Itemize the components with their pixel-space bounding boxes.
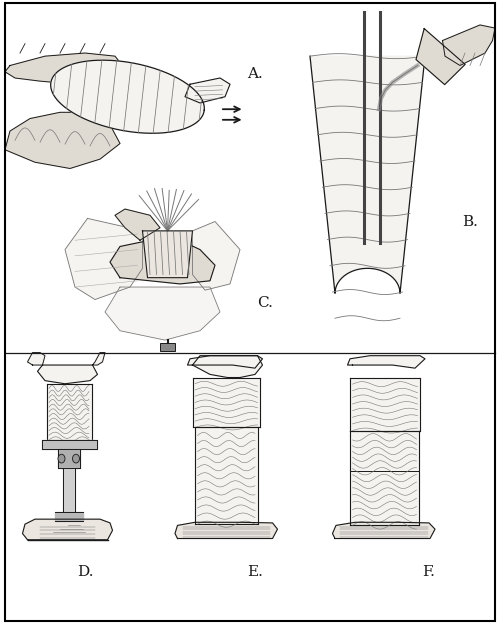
Polygon shape bbox=[188, 356, 262, 368]
Text: D.: D. bbox=[78, 565, 94, 578]
Polygon shape bbox=[28, 353, 45, 365]
Polygon shape bbox=[442, 25, 495, 66]
Polygon shape bbox=[185, 78, 230, 103]
Polygon shape bbox=[38, 365, 98, 384]
Polygon shape bbox=[175, 522, 278, 539]
Text: B.: B. bbox=[462, 215, 478, 229]
Polygon shape bbox=[142, 231, 192, 278]
Bar bbox=[160, 343, 175, 351]
Polygon shape bbox=[332, 522, 435, 539]
Polygon shape bbox=[22, 519, 112, 540]
Polygon shape bbox=[348, 356, 425, 368]
Polygon shape bbox=[115, 209, 160, 240]
Text: E.: E. bbox=[248, 565, 264, 578]
Polygon shape bbox=[110, 240, 215, 284]
Text: A.: A. bbox=[248, 67, 263, 80]
Polygon shape bbox=[192, 222, 240, 290]
Polygon shape bbox=[92, 353, 105, 365]
Polygon shape bbox=[5, 112, 120, 168]
Polygon shape bbox=[65, 218, 142, 300]
Circle shape bbox=[72, 454, 80, 463]
Polygon shape bbox=[5, 53, 125, 84]
Polygon shape bbox=[50, 60, 204, 134]
Polygon shape bbox=[105, 287, 220, 340]
Polygon shape bbox=[192, 356, 262, 378]
Text: C.: C. bbox=[258, 296, 274, 310]
Text: F.: F. bbox=[422, 565, 436, 578]
Polygon shape bbox=[310, 56, 425, 293]
Circle shape bbox=[58, 454, 65, 463]
Polygon shape bbox=[416, 29, 465, 85]
